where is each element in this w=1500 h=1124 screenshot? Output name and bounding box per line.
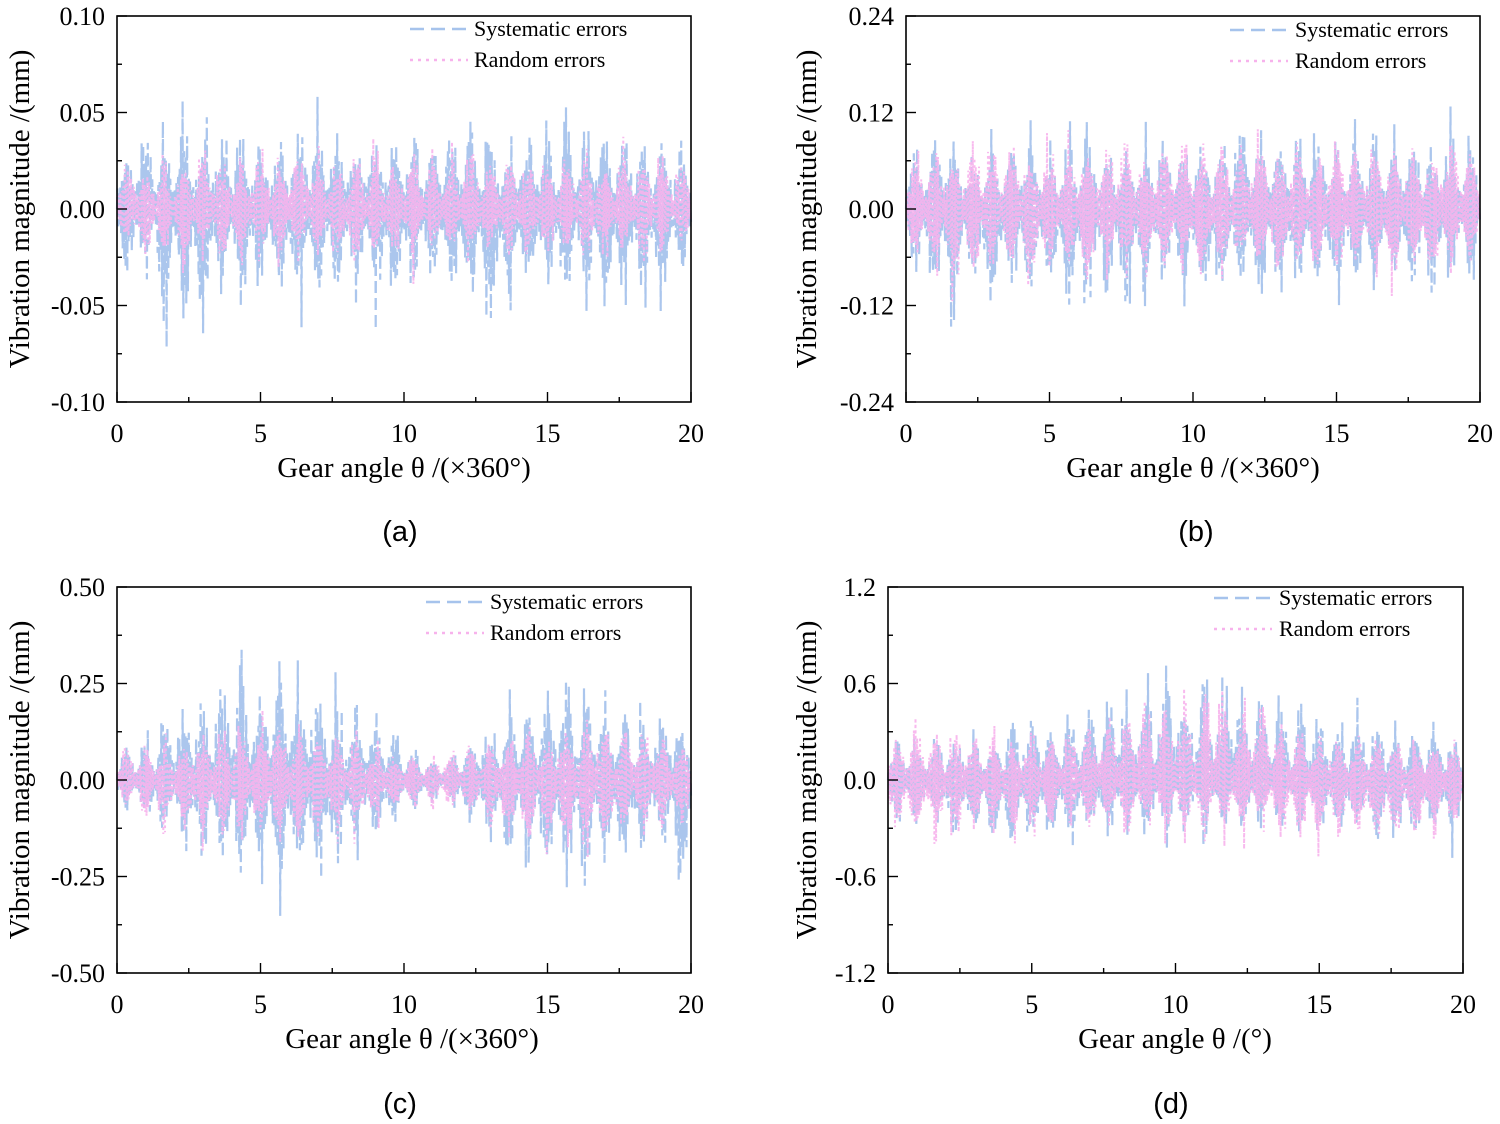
xlabel-d: Gear angle θ /(°) (1078, 1023, 1272, 1055)
y-tick-label-a: 0.05 (60, 99, 106, 128)
y-tick-label-c: -0.50 (51, 959, 105, 988)
caption-c: (c) (383, 1088, 417, 1120)
caption-b: (b) (1178, 516, 1213, 548)
caption-d: (d) (1153, 1088, 1188, 1120)
x-tick-label-c: 10 (391, 990, 417, 1019)
x-tick-label-c: 0 (111, 990, 124, 1019)
legend-b: Systematic errors Random errors (1230, 17, 1448, 73)
ticks-d: 0 5 10 15 20 -1.2 -0.6 0.0 0.6 1.2 (835, 573, 1476, 1019)
y-tick-label-c: 0.25 (60, 670, 106, 699)
ticks-c: 0 5 10 15 20 -0.50 -0.25 0.00 0.25 0.50 (51, 573, 704, 1019)
legend-label-random-d: Random errors (1279, 616, 1410, 641)
legend-label-random-a: Random errors (474, 47, 605, 72)
x-tick-label-d: 10 (1163, 990, 1189, 1019)
caption-a: (a) (382, 516, 417, 548)
ylabel-b: Vibration magnitude /(mm) (791, 50, 823, 369)
legend-label-systematic-d: Systematic errors (1279, 585, 1432, 610)
series-line-random-a (116, 136, 692, 284)
x-tick-label-a: 5 (254, 419, 267, 448)
y-tick-label-c: 0.50 (60, 573, 106, 602)
y-tick-label-a: -0.05 (51, 292, 105, 321)
plot-area-d (886, 665, 1465, 858)
panel-a: 0 5 10 15 20 -0.10 -0.05 0.00 0.05 0.10 Gear angl… (4, 2, 704, 548)
ylabel-a: Vibration magnitude /(mm) (4, 50, 36, 369)
x-tick-label-d: 0 (882, 990, 895, 1019)
y-tick-label-c: -0.25 (51, 863, 105, 892)
plot-area-a (115, 96, 693, 348)
y-tick-label-d: -1.2 (835, 959, 876, 988)
x-tick-label-b: 0 (900, 419, 913, 448)
x-tick-label-d: 20 (1450, 990, 1476, 1019)
legend-label-systematic-b: Systematic errors (1295, 17, 1448, 42)
x-tick-label-a: 10 (391, 419, 417, 448)
plot-area-c (115, 649, 693, 916)
x-tick-label-a: 20 (678, 419, 704, 448)
panel-c: 0 5 10 15 20 -0.50 -0.25 0.00 0.25 0.50 Gear angl… (4, 573, 704, 1120)
x-tick-label-b: 5 (1043, 419, 1056, 448)
x-tick-label-a: 0 (111, 419, 124, 448)
x-tick-label-c: 5 (254, 990, 267, 1019)
legend-label-systematic-a: Systematic errors (474, 16, 627, 41)
xlabel-c: Gear angle θ /(×360°) (285, 1023, 539, 1055)
x-tick-label-c: 15 (535, 990, 561, 1019)
y-tick-label-a: 0.00 (60, 195, 106, 224)
y-tick-label-d: 0.0 (844, 766, 877, 795)
panel-d: 0 5 10 15 20 -1.2 -0.6 0.0 0.6 1.2 Gear angle θ /… (791, 573, 1476, 1120)
legend-d: Systematic errors Random errors (1214, 585, 1432, 641)
y-tick-label-d: 0.6 (844, 670, 877, 699)
legend-a: Systematic errors Random errors (410, 16, 627, 72)
x-tick-label-d: 15 (1306, 990, 1332, 1019)
y-tick-label-d: 1.2 (844, 573, 877, 602)
y-tick-label-b: 0.12 (849, 99, 895, 128)
y-tick-label-d: -0.6 (835, 863, 876, 892)
panel-b: 0 5 10 15 20 -0.24 -0.12 0.00 0.12 0.24 Gear angl… (791, 2, 1493, 548)
series-line-random-c (116, 710, 692, 857)
x-tick-label-d: 5 (1025, 990, 1038, 1019)
x-tick-label-c: 20 (678, 990, 704, 1019)
legend-c: Systematic errors Random errors (426, 589, 643, 645)
x-tick-label-a: 15 (535, 419, 561, 448)
x-tick-label-b: 10 (1180, 419, 1206, 448)
plot-area-b (904, 106, 1482, 327)
y-tick-label-a: -0.10 (51, 388, 105, 417)
y-tick-label-b: -0.12 (840, 292, 894, 321)
ticks-b: 0 5 10 15 20 -0.24 -0.12 0.00 0.12 0.24 (840, 2, 1493, 448)
legend-label-random-b: Random errors (1295, 48, 1426, 73)
ylabel-d: Vibration magnitude /(mm) (791, 621, 823, 940)
y-tick-label-c: 0.00 (60, 766, 106, 795)
y-tick-label-b: 0.00 (849, 195, 895, 224)
series-line-random-d (887, 688, 1464, 857)
xlabel-b: Gear angle θ /(×360°) (1066, 452, 1320, 484)
ylabel-c: Vibration magnitude /(mm) (4, 621, 36, 940)
y-tick-label-a: 0.10 (60, 2, 106, 31)
ticks-a: 0 5 10 15 20 -0.10 -0.05 0.00 0.05 0.10 (51, 2, 704, 448)
xlabel-a: Gear angle θ /(×360°) (277, 452, 531, 484)
y-tick-label-b: -0.24 (840, 388, 894, 417)
series-line-random-b (905, 129, 1481, 302)
legend-label-random-c: Random errors (490, 620, 621, 645)
legend-label-systematic-c: Systematic errors (490, 589, 643, 614)
x-tick-label-b: 15 (1324, 419, 1350, 448)
y-tick-label-b: 0.24 (849, 2, 895, 31)
x-tick-label-b: 20 (1467, 419, 1493, 448)
